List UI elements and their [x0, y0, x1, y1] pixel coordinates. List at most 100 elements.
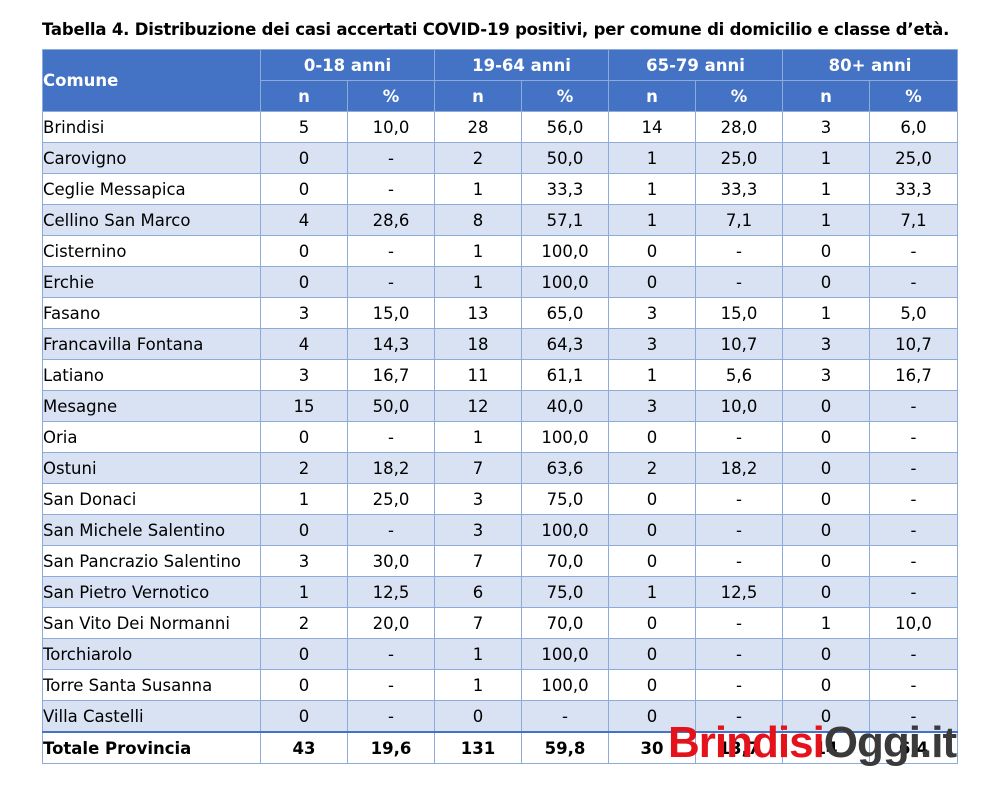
table-cell: -	[869, 452, 959, 484]
table-cell: 7	[434, 607, 523, 639]
table-cell: -	[521, 700, 610, 733]
table-cell: 75,0	[521, 483, 610, 515]
watermark-part1: Brindisi	[668, 718, 825, 767]
table-row: Cellino San Marco 4 28,6 8 57,1 1 7,1 1 7,1	[42, 204, 959, 236]
table-row: San Pancrazio Salentino 3 30,0 7 70,0 0-0-	[42, 545, 959, 577]
table-cell: 0	[782, 638, 871, 670]
table-cell: 100,0	[521, 235, 610, 267]
table-cell: 12,5	[695, 576, 784, 608]
table-cell: 0	[782, 545, 871, 577]
table-cell: 15,0	[346, 297, 436, 329]
table-row: San Donaci 1 25,0 3 75,0 0-0-	[42, 483, 959, 515]
table-cell: 0	[782, 576, 871, 608]
column-header-comune: Comune	[42, 49, 261, 112]
table-cell: 56,0	[521, 111, 610, 143]
sub-header: n	[260, 80, 348, 112]
table-cell: 10,0	[346, 111, 436, 143]
table-cell: 13,7	[695, 731, 784, 764]
table-row: Latiano 3 16,7 11 61,1 1 5,6 3 16,7	[42, 359, 959, 391]
table-cell: -	[346, 421, 436, 453]
table-cell: 3	[260, 297, 348, 329]
table-cell: 16,7	[346, 359, 436, 391]
table-row: Ceglie Messapica 0-1 33,3 1 33,3 1 33,3	[42, 173, 959, 205]
table-cell: 1	[782, 173, 871, 205]
table-cell: 0	[260, 266, 348, 298]
table-cell: -	[869, 545, 959, 577]
table-cell: 3	[608, 328, 697, 360]
comune-name: Ostuni	[42, 452, 261, 484]
table-cell: -	[346, 514, 436, 546]
group-header: 65-79 anni	[608, 49, 784, 81]
sub-header: n	[782, 80, 871, 112]
table-cell: 70,0	[521, 545, 610, 577]
comune-name: San Donaci	[42, 483, 261, 515]
sub-header: %	[346, 80, 436, 112]
table-cell: 1	[434, 173, 523, 205]
table-cell: 5	[260, 111, 348, 143]
comune-name: San Michele Salentino	[42, 514, 261, 546]
table-cell: 4	[260, 204, 348, 236]
table-cell: -	[695, 638, 784, 670]
table-row: Fasano 3 15,0 13 65,0 3 15,0 1 5,0	[42, 297, 959, 329]
brindisioggi-watermark: BrindisiOggi.it	[668, 718, 957, 768]
group-header: 80+ anni	[782, 49, 959, 81]
table-cell: 0	[782, 266, 871, 298]
table-cell: 1	[608, 204, 697, 236]
table-cell: 3	[782, 359, 871, 391]
table-cell: 0	[260, 421, 348, 453]
table-cell: 12,5	[346, 576, 436, 608]
table-cell: 25,0	[695, 142, 784, 174]
table-title: Tabella 4. Distribuzione dei casi accert…	[42, 20, 950, 39]
table-cell: 14	[608, 111, 697, 143]
table-cell: 100,0	[521, 421, 610, 453]
table-row: Carovigno 0-2 50,0 1 25,0 1 25,0	[42, 142, 959, 174]
comune-name: Latiano	[42, 359, 261, 391]
table-cell: 33,3	[869, 173, 959, 205]
table-cell: 0	[608, 545, 697, 577]
table-cell: 2	[260, 452, 348, 484]
table-row: Torchiarolo 0-1 100,0 0-0-	[42, 638, 959, 670]
comune-name: Francavilla Fontana	[42, 328, 261, 360]
covid-cases-table: Comune 0-18 anni 19-64 anni 65-79 anni 8…	[42, 49, 959, 764]
table-row: Erchie 0-1 100,0 0-0-	[42, 266, 959, 298]
table-cell: 15	[260, 390, 348, 422]
table-cell: 3	[260, 545, 348, 577]
table-cell: -	[695, 421, 784, 453]
table-row: San Pietro Vernotico 1 12,5 6 75,0 1 12,5 0-	[42, 576, 959, 608]
table-cell: 25,0	[869, 142, 959, 174]
comune-name: Oria	[42, 421, 261, 453]
comune-name: San Pietro Vernotico	[42, 576, 261, 608]
table-cell: 0	[782, 483, 871, 515]
table-cell: 40,0	[521, 390, 610, 422]
group-header: 19-64 anni	[434, 49, 610, 81]
table-cell: 25,0	[346, 483, 436, 515]
table-cell: 100,0	[521, 514, 610, 546]
table-cell: 3	[608, 297, 697, 329]
table-cell: 16,7	[869, 359, 959, 391]
table-cell: 0	[608, 607, 697, 639]
table-cell: 0	[434, 700, 523, 733]
table-cell: 1	[782, 142, 871, 174]
table-cell: 0	[782, 514, 871, 546]
table-cell: -	[869, 514, 959, 546]
table-cell: 30,0	[346, 545, 436, 577]
comune-name: Totale Provincia	[42, 731, 261, 764]
table-cell: 75,0	[521, 576, 610, 608]
table-cell: 1	[260, 483, 348, 515]
table-cell: 7	[434, 545, 523, 577]
table-cell: 3	[260, 359, 348, 391]
table-cell: 57,1	[521, 204, 610, 236]
table-cell: -	[695, 669, 784, 701]
table-cell: 4	[260, 328, 348, 360]
sub-header: %	[521, 80, 610, 112]
table-cell: 0	[608, 235, 697, 267]
comune-name: Erchie	[42, 266, 261, 298]
table-cell: 12	[434, 390, 523, 422]
table-cell: 7	[434, 452, 523, 484]
table-cell: 50,0	[521, 142, 610, 174]
table-row: San Vito Dei Normanni 2 20,0 7 70,0 0-1 10,0	[42, 607, 959, 639]
table-cell: 0	[608, 421, 697, 453]
table-cell: 50,0	[346, 390, 436, 422]
table-cell: 6,4	[869, 731, 959, 764]
table-cell: 0	[260, 638, 348, 670]
